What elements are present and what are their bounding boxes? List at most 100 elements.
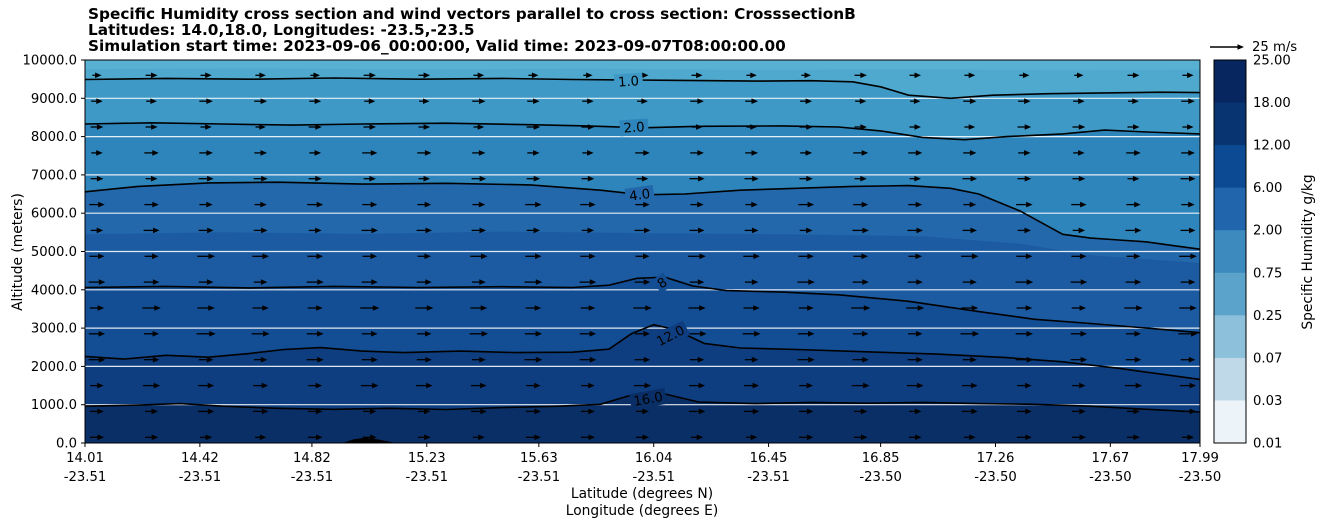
wind-arrow-head — [424, 408, 431, 415]
colorbar-segment — [1214, 102, 1246, 146]
wind-arrow-head — [98, 279, 106, 285]
wind-arrow-head — [1188, 150, 1195, 156]
wind-arrow-head — [697, 279, 705, 285]
wind-arrow-head — [424, 434, 431, 441]
wind-arrow-head — [152, 253, 159, 260]
wind-arrow-head — [479, 279, 486, 285]
wind-arrow-head — [369, 124, 376, 130]
wind-arrow-head — [370, 253, 377, 260]
wind-arrow-head — [862, 227, 869, 234]
wind-arrow-head — [587, 175, 595, 182]
colorbar-tick-label: 0.07 — [1253, 351, 1282, 366]
wind-arrow-head — [968, 124, 976, 130]
wind-arrow-head — [862, 279, 869, 285]
contour-label-bg — [613, 72, 644, 91]
wind-arrow-head — [1133, 434, 1140, 441]
wind-arrow-head — [913, 98, 921, 104]
wind-arrow-head — [1188, 279, 1196, 285]
wind-arrow-head — [261, 227, 268, 234]
wind-arrow-head — [587, 98, 594, 104]
wind-arrow-head — [316, 305, 323, 311]
wind-arrow-head — [697, 98, 704, 104]
wind-arrow-head — [586, 72, 593, 79]
colorbar-segment — [1214, 230, 1246, 274]
wind-arrow-head — [209, 331, 216, 337]
wind-arrow-head — [533, 227, 541, 234]
wind-arrow-head — [587, 150, 594, 156]
y-tick-label: 6000.0 — [31, 207, 77, 222]
y-tick-label: 5000.0 — [31, 245, 77, 260]
x-tick-label-longitude: -23.50 — [1089, 470, 1132, 485]
wind-arrow-head — [478, 201, 486, 208]
contour-line-16 — [85, 393, 1200, 413]
wind-arrow-head — [1189, 227, 1196, 234]
wind-arrow-head — [423, 175, 430, 182]
wind-arrow-head — [262, 253, 269, 260]
x-axis-label-latitude: Latitude (degrees N) — [570, 486, 714, 502]
wind-arrow-head — [260, 279, 268, 285]
wind-arrow-head — [151, 408, 158, 415]
wind-arrow-head — [369, 72, 376, 79]
wind-arrow-head — [1025, 382, 1032, 389]
wind-arrow-head — [697, 150, 704, 156]
wind-arrow-head — [206, 201, 213, 208]
wind-arrow-head — [588, 382, 595, 389]
wind-arrow-head — [1025, 434, 1032, 441]
wind-arrow-head — [370, 201, 378, 208]
x-tick-label-longitude: -23.51 — [64, 470, 107, 485]
wind-arrow-head — [479, 98, 486, 104]
wind-arrow-head — [261, 408, 269, 415]
colorbar-segment — [1214, 145, 1246, 189]
y-tick-label: 10000.0 — [22, 54, 77, 69]
wind-arrow-head — [1133, 253, 1141, 260]
wind-arrow-head — [1024, 150, 1031, 156]
wind-arrow-head — [262, 305, 269, 311]
wind-arrow-head — [588, 305, 596, 311]
wind-arrow-head — [1134, 150, 1141, 156]
x-tick-label-longitude: -23.51 — [179, 470, 222, 485]
wind-arrow-head — [806, 227, 813, 234]
wind-arrow-head — [750, 434, 758, 441]
wind-arrow-head — [970, 279, 977, 285]
wind-arrow-head — [534, 382, 541, 389]
wind-arrow-head — [315, 124, 322, 130]
wind-arrow-head — [151, 434, 159, 441]
wind-arrow-head — [805, 98, 813, 104]
wind-arrow-head — [371, 279, 378, 285]
wind-arrow-head — [425, 331, 432, 337]
wind-arrow-head — [479, 356, 486, 363]
wind-arrow-head — [808, 331, 815, 337]
wind-arrow-head — [1189, 382, 1197, 389]
wind-arrow-head — [806, 408, 814, 415]
wind-arrow-head — [1189, 175, 1196, 182]
wind-arrow-head — [696, 72, 703, 79]
wind-arrow-head — [589, 253, 596, 260]
wind-arrow-head — [260, 356, 268, 363]
wind-arrow-head — [969, 98, 977, 104]
colorbar-frame — [1213, 59, 1247, 444]
wind-arrow-head — [970, 175, 978, 182]
x-tick-label-latitude: 14.42 — [181, 451, 219, 466]
wind-arrow-head — [1132, 72, 1140, 79]
wind-arrow-head — [750, 72, 757, 79]
wind-arrow-head — [480, 382, 487, 389]
wind-arrow-head — [804, 72, 811, 79]
wind-arrow-head — [916, 331, 923, 337]
wind-arrow-head — [423, 124, 431, 130]
wind-arrow-head — [1187, 72, 1194, 79]
wind-arrow-head — [205, 434, 213, 441]
wind-arrow-head — [808, 279, 815, 285]
wind-arrow-head — [372, 305, 380, 311]
wind-arrow-head — [97, 408, 104, 415]
wind-arrow-head — [1187, 124, 1194, 130]
x-tick-label-longitude: -23.51 — [632, 470, 675, 485]
wind-arrow-head — [481, 253, 488, 260]
wind-arrow-head — [1022, 72, 1030, 79]
contour-label-bg — [650, 320, 691, 352]
wind-arrow-head — [644, 382, 652, 389]
x-tick-label-latitude: 17.26 — [977, 451, 1015, 466]
wind-arrow-head — [207, 408, 215, 415]
wind-arrow-head — [534, 434, 541, 441]
wind-arrow-head — [151, 175, 158, 182]
wind-arrow-head — [643, 279, 651, 285]
